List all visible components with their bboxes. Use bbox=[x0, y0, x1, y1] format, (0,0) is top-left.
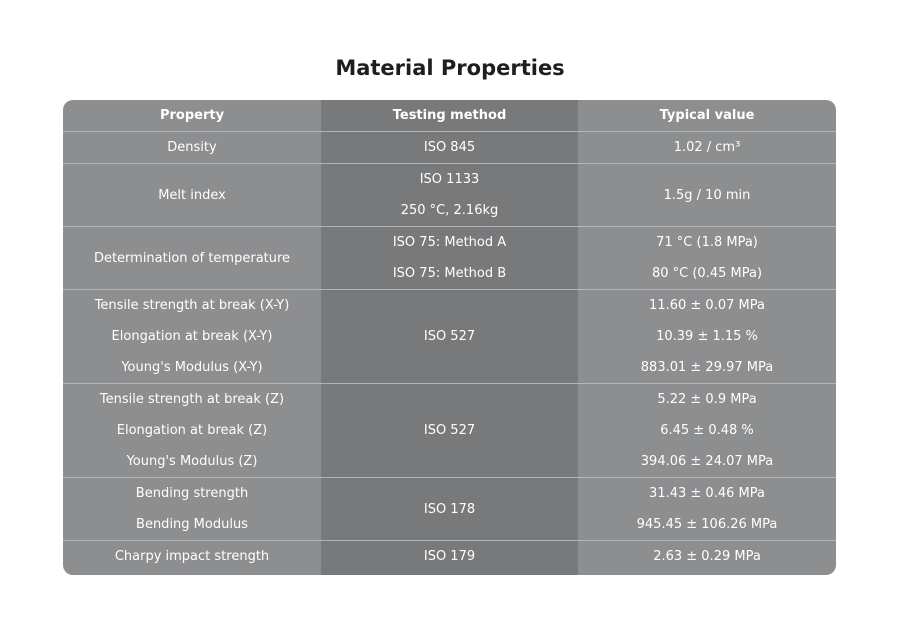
header-text: Testing method bbox=[392, 108, 507, 123]
header-cell: Property bbox=[63, 100, 321, 131]
method-cell: ISO 178 bbox=[321, 478, 578, 540]
properties-table: Property Testing method Typical value Densi… bbox=[63, 100, 836, 575]
value-cell: 1.02 / cm³ bbox=[578, 132, 836, 163]
value-text: 10.39 ± 1.15 % bbox=[656, 329, 758, 344]
header-cell: Testing method bbox=[321, 100, 578, 131]
value-text: 2.63 ± 0.29 MPa bbox=[653, 549, 761, 564]
method-text: ISO 527 bbox=[423, 329, 476, 344]
method-text: ISO 75: Method A bbox=[392, 235, 507, 250]
value-text: 1.02 / cm³ bbox=[673, 140, 741, 155]
property-text: Tensile strength at break (Z) bbox=[99, 392, 285, 407]
header-row: Property Testing method Typical value bbox=[63, 100, 836, 131]
table-row: Charpy impact strength ISO 179 2.63 ± 0.29… bbox=[63, 540, 836, 575]
method-cell: ISO 527 bbox=[321, 290, 578, 383]
property-cell: Determination of temperature bbox=[63, 227, 321, 289]
method-text: ISO 75: Method B bbox=[392, 266, 507, 281]
value-text: 31.43 ± 0.46 MPa bbox=[649, 486, 765, 501]
property-text: Melt index bbox=[158, 187, 226, 203]
table-row: Melt index ISO 1133 250 °C, 2.16kg 1.5g / 1… bbox=[63, 163, 836, 226]
property-text: Bending strength bbox=[135, 486, 249, 501]
value-text: 945.45 ± 106.26 MPa bbox=[636, 517, 778, 532]
method-cell: ISO 75: Method A ISO 75: Method B bbox=[321, 227, 578, 289]
property-cell: Density bbox=[63, 132, 321, 163]
table-row: Bending strength Bending Modulus ISO 178 31… bbox=[63, 477, 836, 540]
table-row: Density ISO 845 1.02 / cm³ bbox=[63, 131, 836, 163]
property-text: Elongation at break (X-Y) bbox=[111, 329, 273, 344]
value-text: 71 °C (1.8 MPa) bbox=[656, 235, 758, 250]
property-text: Bending Modulus bbox=[136, 517, 248, 532]
property-text: Young's Modulus (Z) bbox=[126, 454, 258, 469]
method-text: ISO 178 bbox=[423, 501, 476, 517]
value-cell: 31.43 ± 0.46 MPa 945.45 ± 106.26 MPa bbox=[578, 478, 836, 540]
method-text: 250 °C, 2.16kg bbox=[400, 203, 499, 218]
method-text: ISO 527 bbox=[423, 423, 476, 438]
property-text: Density bbox=[167, 140, 217, 155]
header-cell: Typical value bbox=[578, 100, 836, 131]
value-text: 80 °C (0.45 MPa) bbox=[651, 266, 763, 281]
property-text: Tensile strength at break (X-Y) bbox=[94, 298, 290, 313]
property-cell: Tensile strength at break (X-Y) Elongatio… bbox=[63, 290, 321, 383]
value-text: 394.06 ± 24.07 MPa bbox=[640, 454, 774, 469]
value-text: 11.60 ± 0.07 MPa bbox=[649, 298, 765, 313]
header-text: Property bbox=[159, 108, 225, 123]
method-text: ISO 179 bbox=[423, 549, 476, 564]
method-cell: ISO 845 bbox=[321, 132, 578, 163]
method-cell: ISO 1133 250 °C, 2.16kg bbox=[321, 164, 578, 226]
value-cell: 2.63 ± 0.29 MPa bbox=[578, 541, 836, 575]
method-cell: ISO 527 bbox=[321, 384, 578, 477]
property-text: Young's Modulus (X-Y) bbox=[121, 360, 263, 375]
value-cell: 1.5g / 10 min bbox=[578, 164, 836, 226]
value-cell: 5.22 ± 0.9 MPa 6.45 ± 0.48 % 394.06 ± 24.0… bbox=[578, 384, 836, 477]
value-cell: 11.60 ± 0.07 MPa 10.39 ± 1.15 % 883.01 ± 2… bbox=[578, 290, 836, 383]
value-text: 6.45 ± 0.48 % bbox=[660, 423, 754, 438]
property-cell: Melt index bbox=[63, 164, 321, 226]
method-cell: ISO 179 bbox=[321, 541, 578, 575]
value-text: 883.01 ± 29.97 MPa bbox=[640, 360, 774, 375]
table-row: Tensile strength at break (X-Y) Elongatio… bbox=[63, 289, 836, 383]
property-text: Elongation at break (Z) bbox=[116, 423, 268, 438]
table-row: Tensile strength at break (Z) Elongation … bbox=[63, 383, 836, 477]
property-cell: Bending strength Bending Modulus bbox=[63, 478, 321, 540]
method-text: ISO 845 bbox=[423, 140, 476, 155]
method-text: ISO 1133 bbox=[419, 172, 480, 187]
value-text: 1.5g / 10 min bbox=[663, 187, 751, 203]
value-text: 5.22 ± 0.9 MPa bbox=[657, 392, 757, 407]
property-cell: Charpy impact strength bbox=[63, 541, 321, 575]
page-title: Material Properties bbox=[335, 56, 565, 80]
property-text: Charpy impact strength bbox=[114, 549, 270, 564]
header-text: Typical value bbox=[659, 108, 755, 123]
property-cell: Tensile strength at break (Z) Elongation … bbox=[63, 384, 321, 477]
property-text: Determination of temperature bbox=[93, 250, 291, 266]
value-cell: 71 °C (1.8 MPa) 80 °C (0.45 MPa) bbox=[578, 227, 836, 289]
table-row: Determination of temperature ISO 75: Meth… bbox=[63, 226, 836, 289]
